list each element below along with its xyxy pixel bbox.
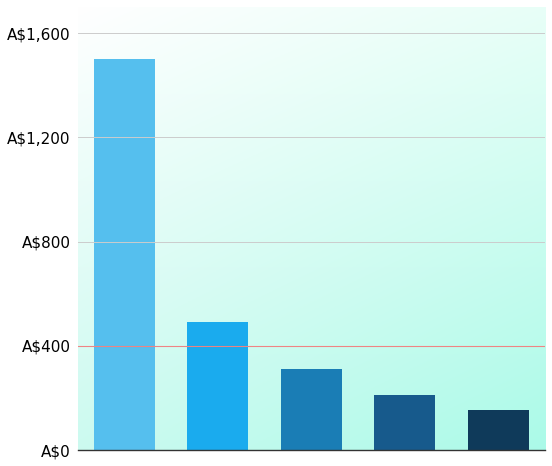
Bar — [94, 59, 155, 450]
Bar — [281, 369, 342, 450]
Bar — [187, 322, 248, 450]
Bar — [468, 410, 529, 450]
Bar — [374, 395, 435, 450]
